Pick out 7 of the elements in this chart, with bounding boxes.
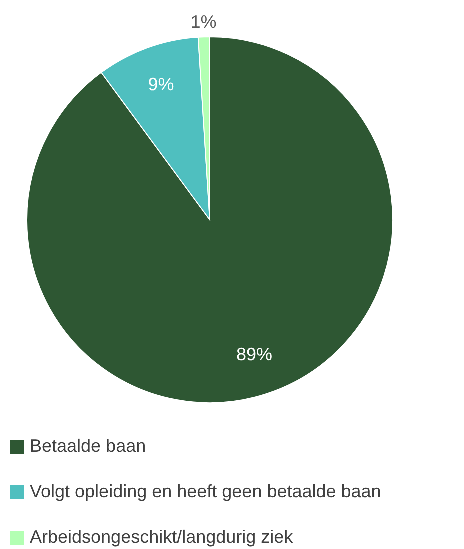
legend-label: Arbeidsongeschikt/langdurig ziek [30,526,294,547]
pie-slice [26,36,394,404]
data-label: 89% [236,344,273,364]
data-label: 1% [190,12,217,32]
data-label: 9% [148,74,174,95]
legend-label: Volgt opleiding en heeft geen betaalde baan [30,481,382,502]
legend-label: Betaalde baan [30,436,146,456]
